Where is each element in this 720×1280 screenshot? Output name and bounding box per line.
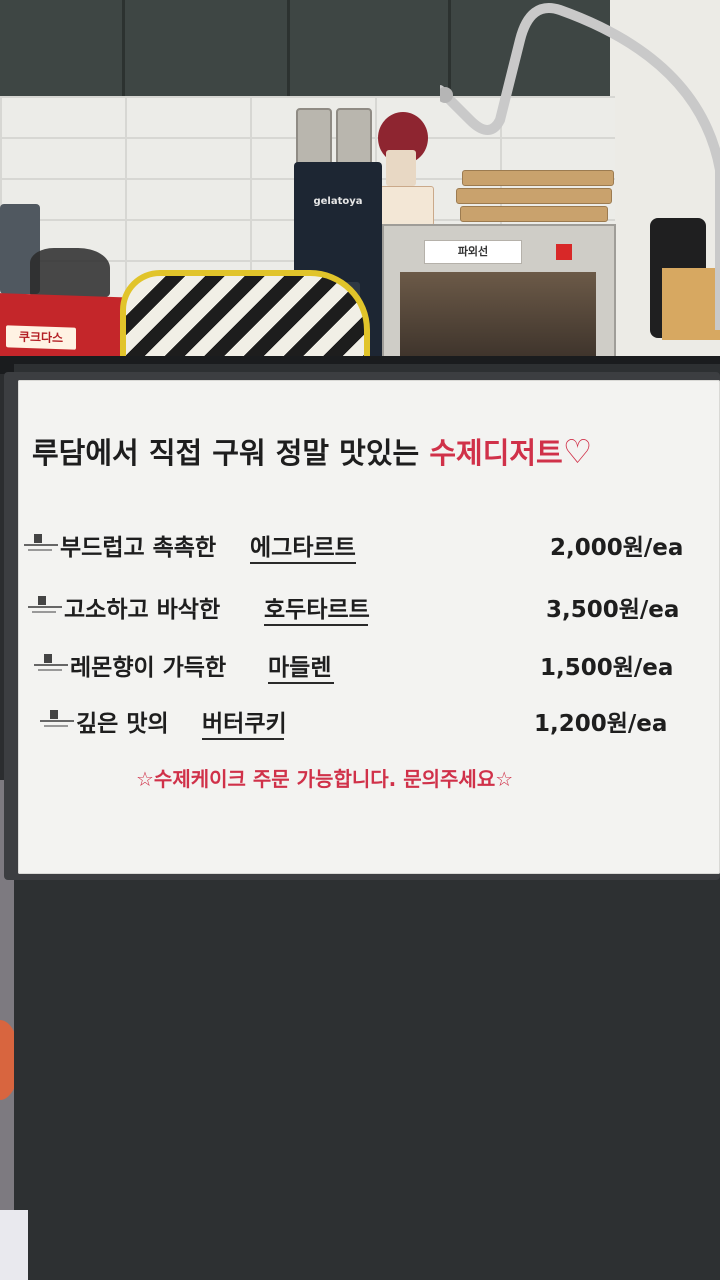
item-name: 에그타르트: [250, 535, 356, 561]
item-underline: [264, 624, 368, 626]
item-name: 마들렌: [268, 655, 332, 681]
paper-corner: [0, 1210, 28, 1280]
cafe-logo-icon: [40, 710, 74, 730]
item-underline: [202, 738, 284, 740]
menu-item: 부드럽고 촉촉한 에그타르트 2,000원/ea: [18, 520, 720, 568]
menu-item: 깊은 맛의 버터쿠키 1,200원/ea: [18, 696, 720, 744]
heart-icon: ♡: [562, 432, 593, 471]
dessert-display-case: 파외선: [382, 224, 616, 368]
cake-order-note: ☆수제케이크 주문 가능합니다. 문의주세요☆: [136, 767, 514, 791]
headline-main: 루담에서 직접 구워 정말 맛있는: [32, 436, 430, 470]
faucet-icon: [440, 3, 720, 330]
headline-accent: 수제디저트: [429, 436, 563, 470]
decorated-box: [380, 186, 434, 226]
striped-towel: [120, 270, 370, 370]
item-price: 1,500원/ea: [540, 655, 674, 681]
menu-item: 고소하고 바삭한 호두타르트 3,500원/ea: [18, 582, 720, 630]
item-underline: [268, 682, 334, 684]
menu-item: 레몬향이 가득한 마들렌 1,500원/ea: [18, 640, 720, 688]
cafe-logo-icon: [28, 596, 62, 616]
item-price: 3,500원/ea: [546, 597, 680, 623]
cup-stack: [292, 108, 372, 166]
item-name: 호두타르트: [264, 597, 370, 623]
jar: [386, 150, 416, 186]
cafe-logo-icon: [34, 654, 68, 674]
cafe-logo-icon: [24, 534, 58, 554]
cables: [30, 248, 110, 298]
sign-headline: 루담에서 직접 구워 정말 맛있는 수제디저트♡: [32, 430, 720, 474]
display-brand: 파외선: [424, 240, 522, 264]
item-underline: [250, 562, 356, 564]
wooden-trays: [456, 160, 616, 226]
item-price: 2,000원/ea: [550, 535, 684, 561]
menu-sign: 루담에서 직접 구워 정말 맛있는 수제디저트♡ 부드럽고 촉촉한 에그타르트 …: [18, 380, 720, 874]
item-name: 버터쿠키: [202, 711, 287, 737]
machine-brand: gelatoya: [313, 196, 363, 207]
wooden-box: [662, 268, 720, 340]
item-price: 1,200원/ea: [534, 711, 668, 737]
item-description: 레몬향이 가득한: [70, 655, 227, 681]
item-description: 고소하고 바삭한: [64, 597, 221, 623]
item-description: 깊은 맛의: [76, 711, 169, 737]
item-description: 부드럽고 촉촉한: [60, 535, 217, 561]
snack-label: 쿠크다스: [6, 325, 76, 350]
